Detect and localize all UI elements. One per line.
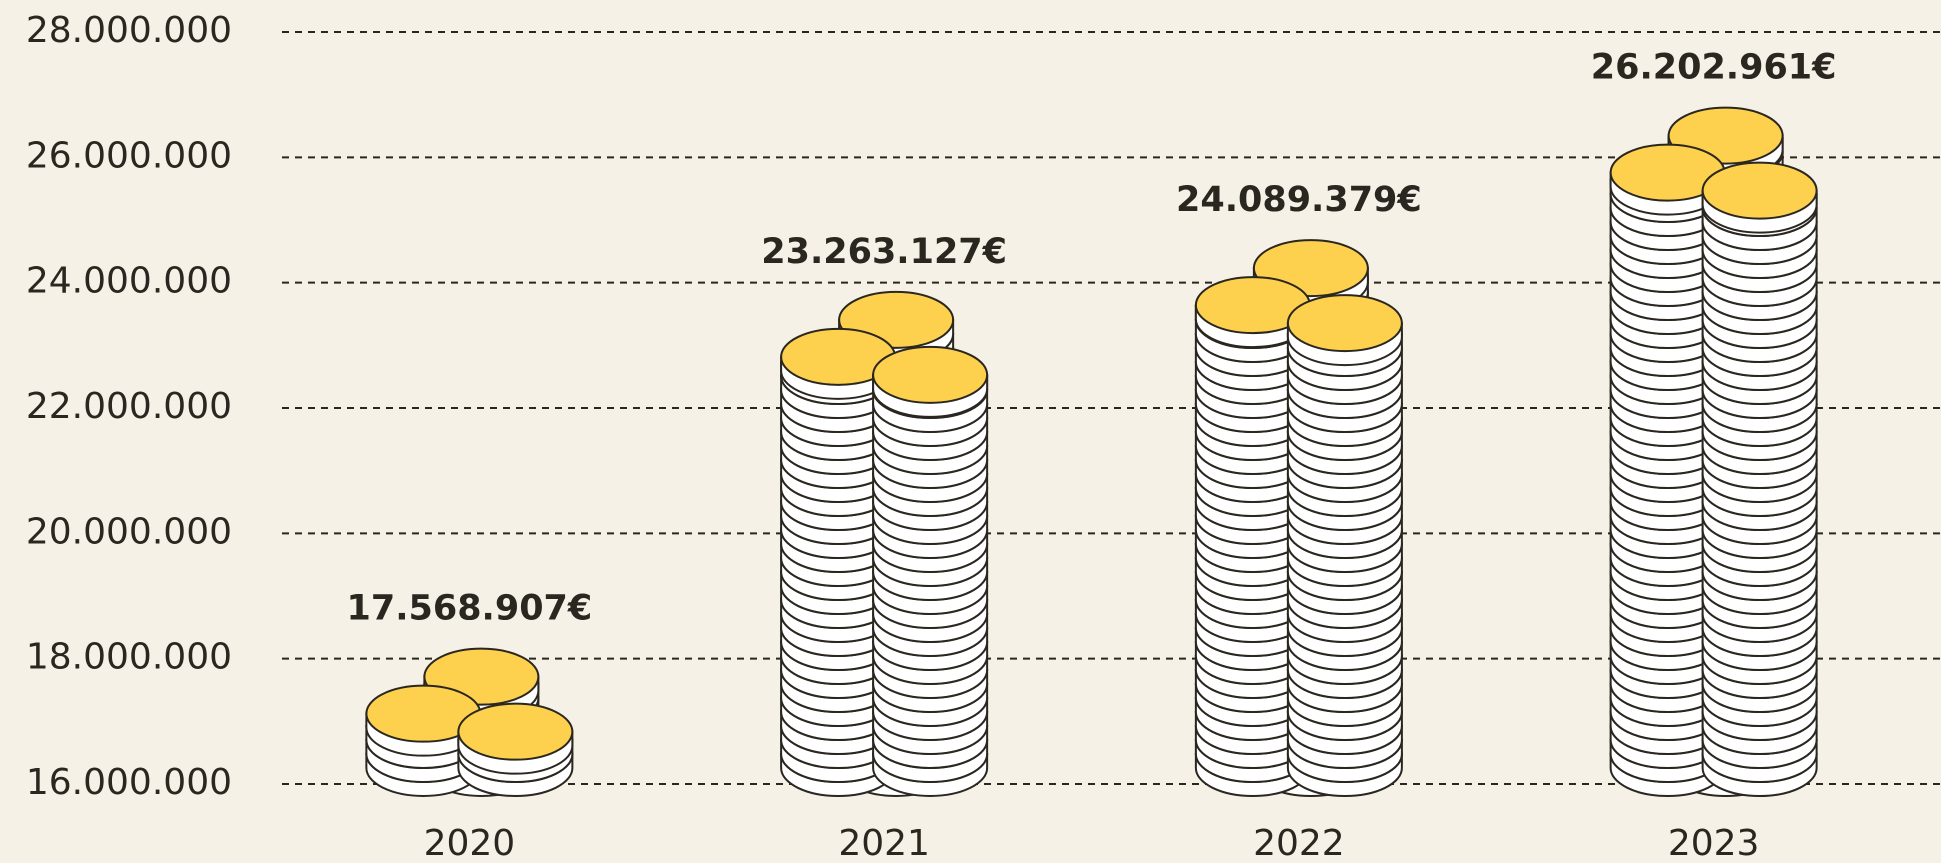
x-tick-label: 2021 — [838, 823, 930, 863]
coin-stack — [1194, 239, 1403, 797]
x-tick-label: 2023 — [1668, 823, 1760, 863]
coin-stack — [780, 290, 989, 797]
coin-stack — [365, 647, 574, 797]
x-tick-label: 2020 — [424, 823, 516, 863]
y-tick-label: 20.000.000 — [26, 511, 232, 552]
coin-top — [872, 345, 989, 404]
value-label: 24.089.379€ — [1176, 180, 1422, 220]
x-tick-label: 2022 — [1253, 823, 1345, 863]
coin-stack — [1609, 106, 1818, 797]
value-label: 17.568.907€ — [346, 589, 592, 629]
coin-top — [1701, 161, 1818, 220]
coin-top — [457, 702, 574, 761]
y-tick-label: 24.000.000 — [26, 261, 232, 302]
y-tick-label: 18.000.000 — [26, 637, 232, 678]
value-label: 23.263.127€ — [761, 232, 1007, 272]
y-tick-label: 28.000.000 — [26, 10, 232, 51]
y-tick-label: 26.000.000 — [26, 135, 232, 176]
coin-top — [1286, 294, 1403, 353]
y-tick-label: 16.000.000 — [26, 762, 232, 803]
y-tick-label: 22.000.000 — [26, 386, 232, 427]
value-label: 26.202.961€ — [1591, 48, 1837, 88]
